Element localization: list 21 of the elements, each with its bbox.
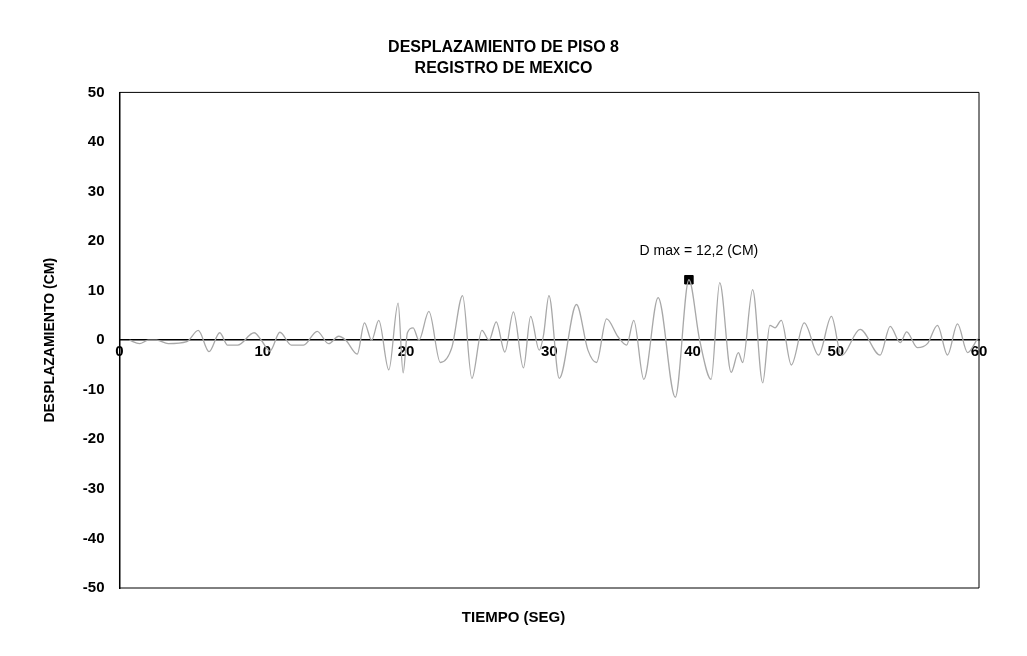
chart-subtitle: REGISTRO DE MEXICO xyxy=(414,59,593,77)
y-tick-label: 20 xyxy=(87,231,105,249)
y-tick-label: -40 xyxy=(82,528,105,546)
y-tick-label: 10 xyxy=(87,280,105,298)
x-axis-title: TIEMPO (SEG) xyxy=(460,608,567,625)
x-tick-label: 40 xyxy=(684,342,701,360)
x-tick-label: 10 xyxy=(254,342,272,360)
y-tick-label: 50 xyxy=(87,82,105,100)
y-tick-label: 0 xyxy=(96,330,105,348)
x-tick-label: 50 xyxy=(827,342,845,360)
y-tick-label: -50 xyxy=(82,578,105,596)
y-tick-label: 30 xyxy=(87,181,105,199)
x-tick-label: 60 xyxy=(970,342,988,360)
y-tick-label: -30 xyxy=(82,479,105,497)
x-tick-label: 20 xyxy=(397,342,415,360)
chart-title: DESPLAZAMIENTO DE PISO 8 xyxy=(388,38,620,56)
y-tick-label: -10 xyxy=(82,379,105,397)
y-axis-title: DESPLAZAMIENTO (CM) xyxy=(41,257,58,423)
y-tick-label: -20 xyxy=(82,429,105,447)
y-tick-label: 40 xyxy=(87,132,105,150)
annotation: D max = 12,2 (CM) xyxy=(639,241,759,258)
